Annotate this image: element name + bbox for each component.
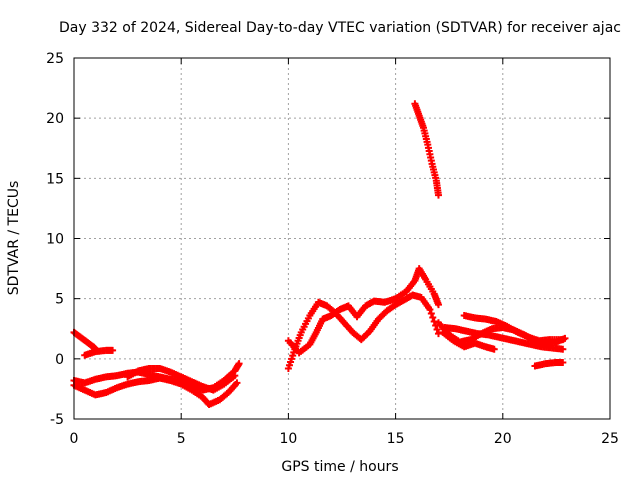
- data-point: [430, 318, 438, 326]
- data-point: [429, 314, 437, 322]
- data-point: [231, 372, 239, 380]
- data-point: [559, 336, 567, 344]
- x-tick-label: 10: [279, 431, 297, 447]
- plot-frame: [73, 57, 611, 420]
- x-tick-label: 0: [70, 431, 79, 447]
- y-tick-label: 10: [46, 232, 64, 248]
- data-point: [235, 360, 243, 368]
- series-arc-g: [284, 265, 442, 357]
- chart-ticks: 0 5 10 15 20 25 -5 0 5 10 15 20 25: [46, 51, 619, 447]
- data-point: [434, 301, 442, 309]
- y-tick-label: 15: [46, 171, 64, 187]
- y-tick-label: 5: [55, 292, 64, 308]
- x-tick-label: 15: [387, 431, 405, 447]
- series-arc-d: [70, 374, 241, 409]
- y-tick-label: -5: [50, 412, 64, 428]
- chart-title: Day 332 of 2024, Sidereal Day-to-day VTE…: [59, 20, 621, 36]
- y-axis-label: SDTVAR / TECUs: [6, 181, 22, 296]
- series-arc-e: [124, 364, 239, 394]
- data-point: [426, 305, 434, 313]
- y-tick-label: 0: [55, 352, 64, 368]
- data-point: [233, 379, 241, 387]
- series-arc-f: [284, 291, 442, 372]
- series-arc-b: [81, 346, 117, 359]
- data-point: [434, 330, 442, 338]
- data-point: [109, 346, 117, 354]
- y-tick-label: 25: [46, 51, 64, 67]
- y-tick-label: 20: [46, 111, 64, 127]
- chart-grid: [74, 58, 610, 419]
- series-arc-k: [460, 312, 567, 345]
- data-point: [427, 310, 435, 318]
- series-arc-m: [531, 358, 567, 370]
- data-point: [490, 345, 498, 353]
- x-tick-label: 5: [177, 431, 186, 447]
- data-point: [559, 345, 567, 353]
- x-tick-label: 25: [601, 431, 619, 447]
- data-point: [434, 191, 442, 199]
- series-arc-h: [411, 100, 442, 199]
- series-arc-j: [439, 328, 498, 353]
- chart-marks: [70, 100, 569, 409]
- x-axis-label: GPS time / hours: [281, 459, 398, 475]
- series-arc-l: [441, 324, 567, 353]
- data-point: [433, 326, 441, 334]
- x-tick-label: 20: [494, 431, 512, 447]
- data-point: [559, 358, 567, 366]
